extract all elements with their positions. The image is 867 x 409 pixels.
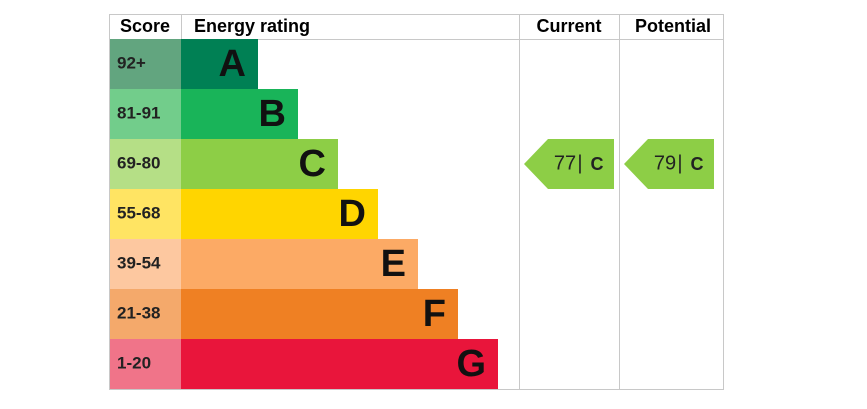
frame: [109, 14, 724, 390]
rating-bar: [181, 39, 258, 89]
rating-letter: B: [259, 93, 286, 135]
score-label: 1-20: [117, 353, 151, 372]
rating-arrow: [624, 139, 714, 189]
score-cell: [110, 289, 181, 339]
header: Current: [536, 16, 601, 36]
arrow-letter: C: [591, 154, 604, 174]
score-label: 39-54: [117, 253, 161, 272]
header: Energy rating: [194, 16, 310, 36]
score-label: 69-80: [117, 153, 160, 172]
arrow-letter: C: [691, 154, 704, 174]
score-cell: [110, 39, 181, 89]
rating-letter: E: [381, 243, 406, 285]
rating-bar: [181, 239, 418, 289]
rating-bar: [181, 189, 378, 239]
arrow-separator: |: [677, 152, 682, 174]
score-cell: [110, 339, 181, 389]
arrow-value: 77: [554, 152, 576, 174]
score-label: 81-91: [117, 103, 160, 122]
score-label: 92+: [117, 53, 146, 72]
score-cell: [110, 89, 181, 139]
header: Potential: [635, 16, 711, 36]
rating-letter: D: [339, 193, 366, 235]
rating-arrow: [524, 139, 614, 189]
rating-bar: [181, 339, 498, 389]
rating-letter: C: [299, 143, 326, 185]
rating-bar: [181, 89, 298, 139]
score-label: 21-38: [117, 303, 160, 322]
rating-bar: [181, 139, 338, 189]
score-cell: [110, 139, 181, 189]
arrow-value: 79: [654, 152, 676, 174]
arrow-separator: |: [577, 152, 582, 174]
rating-letter: F: [423, 293, 446, 335]
rating-letter: A: [219, 43, 246, 85]
rating-bar: [181, 289, 458, 339]
score-cell: [110, 189, 181, 239]
score-cell: [110, 239, 181, 289]
score-label: 55-68: [117, 203, 160, 222]
rating-letter: G: [456, 343, 486, 385]
header: Score: [120, 16, 170, 36]
table-border: [109, 14, 724, 390]
